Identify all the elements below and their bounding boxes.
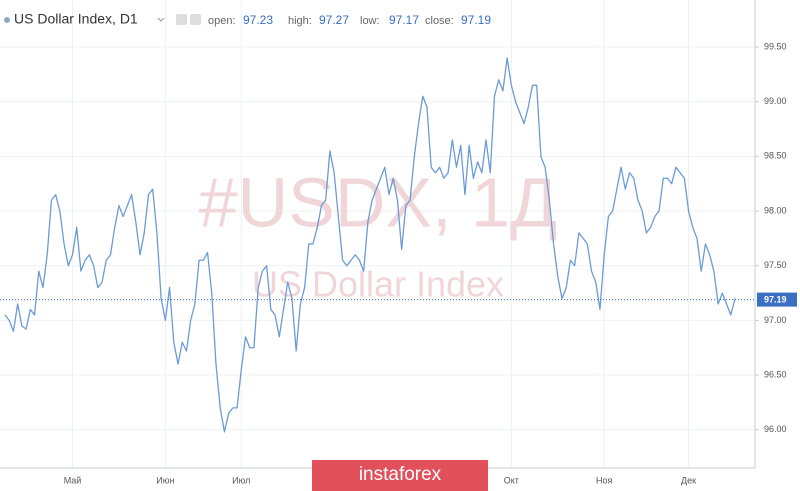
- grid: [0, 0, 755, 468]
- high-value: 97.27: [319, 13, 349, 27]
- current-price-label: 97.19: [764, 294, 787, 304]
- open-value: 97.23: [243, 13, 273, 27]
- y-tick-label: 97.00: [764, 315, 787, 325]
- watermark-name: US Dollar Index: [252, 264, 504, 305]
- y-tick-label: 99.50: [764, 41, 787, 51]
- dropdown-icon[interactable]: [157, 17, 165, 22]
- y-tick-label: 97.50: [764, 260, 787, 270]
- banner-text[interactable]: instaforex: [359, 464, 442, 485]
- x-tick-label: Ноя: [596, 475, 613, 485]
- x-tick-label: Май: [64, 475, 82, 485]
- x-tick-label: Окт: [504, 475, 519, 485]
- y-tick-label: 96.00: [764, 424, 787, 434]
- price-line: [4, 57, 736, 433]
- x-tick-label: Дек: [681, 475, 696, 485]
- low-value: 97.17: [389, 13, 419, 27]
- legend-header: US Dollar Index, D1 open: 97.23 high: 97…: [4, 11, 491, 27]
- y-tick-label: 98.50: [764, 151, 787, 161]
- icon-button[interactable]: [176, 14, 187, 25]
- close-value: 97.19: [461, 13, 491, 27]
- symbol: US Dollar Index, D1: [14, 11, 138, 27]
- close-label: close:: [425, 15, 454, 27]
- y-tick-label: 96.50: [764, 369, 787, 379]
- open-label: open:: [208, 15, 236, 27]
- x-tick-label: Июл: [232, 475, 250, 485]
- plot: [0, 57, 755, 433]
- high-label: high:: [288, 15, 312, 27]
- banner[interactable]: [312, 460, 488, 491]
- x-tick-label: Июн: [156, 475, 174, 485]
- axes: 96.00 96.50 97.00 97.50 98.00 98.50 99.00 99.50…: [64, 41, 797, 485]
- icon-button[interactable]: [190, 14, 201, 25]
- y-tick-label: 98.00: [764, 205, 787, 215]
- y-tick-label: 99.00: [764, 96, 787, 106]
- symbol-dot: [4, 17, 10, 23]
- watermark-ticker: #USDX, 1Д: [199, 163, 558, 241]
- low-label: low:: [360, 15, 380, 27]
- current-price-tag: [757, 292, 797, 307]
